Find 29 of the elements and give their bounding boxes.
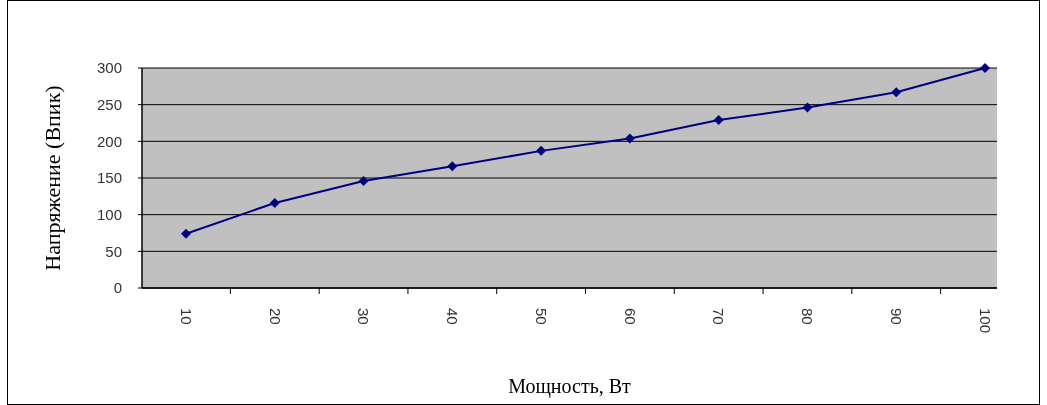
y-tick-label: 200: [96, 132, 122, 150]
x-tick-label: 50: [532, 308, 550, 325]
point: [536, 145, 547, 156]
point: [181, 228, 191, 239]
y-tick-label: 50: [105, 242, 122, 260]
point: [891, 87, 902, 98]
y-axis-title: Напряжение (Впик): [39, 85, 65, 271]
x-tick-label: 40: [444, 308, 462, 325]
point: [447, 161, 458, 172]
point: [713, 115, 724, 126]
point: [358, 175, 369, 186]
y-tick-label: 300: [96, 59, 122, 77]
y-tick-label: 100: [96, 205, 122, 223]
y-tick-label: 250: [96, 95, 122, 113]
x-tick-label: 70: [710, 308, 728, 325]
x-tick-label: 60: [621, 308, 639, 325]
point: [624, 133, 635, 144]
x-tick-label: 90: [887, 308, 905, 325]
x-tick-label: 80: [799, 308, 817, 325]
x-tick-label: 100: [976, 308, 994, 334]
y-tick-label: 150: [96, 169, 122, 187]
x-tick-label: 20: [266, 308, 284, 325]
point: [980, 63, 990, 73]
x-tick-label: 10: [177, 308, 195, 325]
point: [802, 102, 813, 113]
x-axis-title: Мощность, Вт: [508, 375, 632, 398]
y-tick-label: 0: [113, 279, 122, 297]
x-tick-label: 30: [355, 308, 373, 325]
point: [269, 197, 280, 208]
